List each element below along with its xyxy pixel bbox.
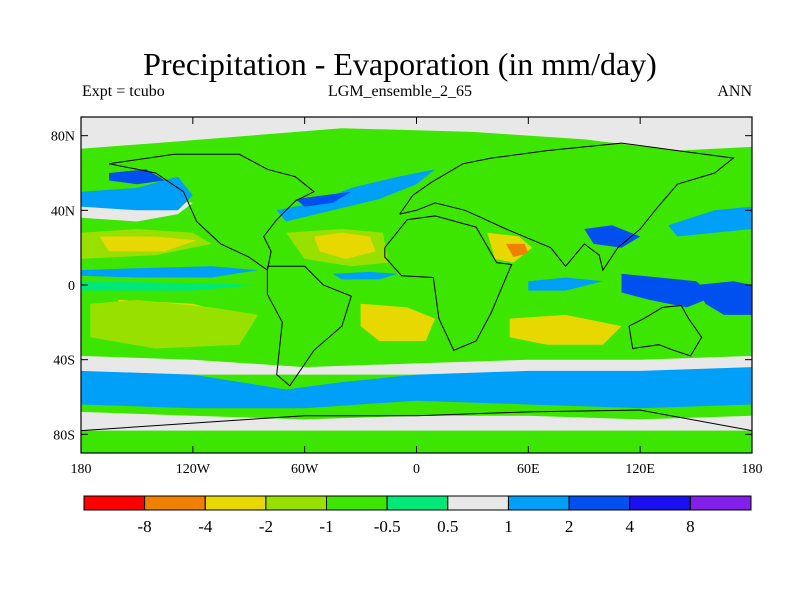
coast-eurasia — [399, 142, 735, 272]
experiment-label: Expt = tcubo — [82, 83, 165, 100]
nw-pacific-wet — [668, 206, 752, 237]
west-pacific-warm-pool-wet — [696, 281, 752, 315]
x-tick-label: 60W — [291, 462, 319, 477]
arctic-neutral-band — [81, 117, 752, 151]
x-tick-label: 120E — [625, 462, 655, 477]
y-tick-label: 40N — [51, 204, 75, 219]
southern-ocean-neutral — [81, 355, 752, 375]
colorbar-label: 0.5 — [437, 517, 458, 536]
gulf-alaska-wet-strong — [109, 169, 165, 185]
y-axis: 80N 40N 0 40S 80S — [51, 130, 752, 443]
colorbar-swatch — [83, 495, 146, 511]
coast-south-america — [266, 265, 352, 387]
coast-africa — [384, 215, 513, 351]
y-tick-label: 80S — [53, 428, 75, 443]
colorbar-swatch — [265, 495, 327, 511]
equatorial-pacific-neutral — [81, 281, 259, 291]
atlantic-itcz-wet — [332, 271, 398, 280]
ensemble-label: LGM_ensemble_2_65 — [328, 83, 472, 100]
colorbar-label: -8 — [138, 517, 152, 536]
colorbar-label: 4 — [625, 517, 634, 536]
itcz-pacific-wet — [81, 266, 259, 278]
colorbar-label: 2 — [565, 517, 574, 536]
chart-title: Precipitation - Evaporation (in mm/day) — [143, 46, 657, 82]
indian-ocean-wet — [528, 277, 603, 291]
arabian-sea-dry-extreme — [506, 243, 529, 257]
south-atlantic-dry — [360, 303, 436, 341]
y-tick-label: 0 — [68, 279, 75, 294]
south-pacific-dry-mild — [90, 299, 259, 349]
maritime-continent-wet — [621, 273, 715, 308]
coast-north-america — [108, 153, 315, 271]
antarctic-coast-neutral — [81, 411, 752, 431]
north-pacific-wet — [81, 176, 193, 211]
x-tick-label: 120W — [176, 462, 211, 477]
southern-ocean-wet — [81, 367, 752, 409]
colorbar-label: 8 — [686, 517, 695, 536]
coast-australia — [628, 304, 703, 357]
colorbar-swatch — [629, 495, 691, 511]
colorbar-label: -2 — [259, 517, 273, 536]
y-tick-label: 80N — [51, 130, 75, 145]
colorbar-label: -1 — [319, 517, 333, 536]
x-tick-label: 180 — [742, 462, 763, 477]
x-axis: 180 120W 60W 0 60E 120E 180 — [71, 117, 763, 477]
map-area — [81, 117, 752, 453]
colorbar-swatch — [386, 495, 449, 511]
colorbar-label: -4 — [198, 517, 213, 536]
south-indian-dry — [509, 314, 622, 345]
colorbar-swatch — [326, 495, 388, 511]
east-asia-wet-strong — [584, 225, 641, 248]
coast-antarctica — [81, 409, 752, 432]
colorbar-swatch — [508, 495, 570, 511]
colorbar-swatch — [689, 495, 752, 511]
season-label: ANN — [717, 83, 752, 100]
y-tick-label: 40S — [53, 354, 75, 369]
colorbar-swatch — [568, 495, 631, 511]
colorbar-label: -0.5 — [374, 517, 401, 536]
north-atlantic-wet — [276, 169, 436, 222]
tropical-north-pacific-dry-strong — [99, 236, 197, 252]
colorbar: -8 -4 -2 -1 -0.5 0.5 1 2 4 8 — [83, 495, 752, 536]
subtropical-atlantic-dry-strong — [314, 232, 376, 259]
x-tick-label: 0 — [413, 462, 420, 477]
colorbar-swatch — [204, 495, 267, 511]
colorbar-swatch — [144, 495, 206, 511]
colorbar-swatch — [447, 495, 509, 511]
x-tick-label: 60E — [517, 462, 540, 477]
colorbar-label: 1 — [504, 517, 513, 536]
x-tick-label: 180 — [71, 462, 92, 477]
north-atlantic-wet-strong — [295, 191, 352, 207]
